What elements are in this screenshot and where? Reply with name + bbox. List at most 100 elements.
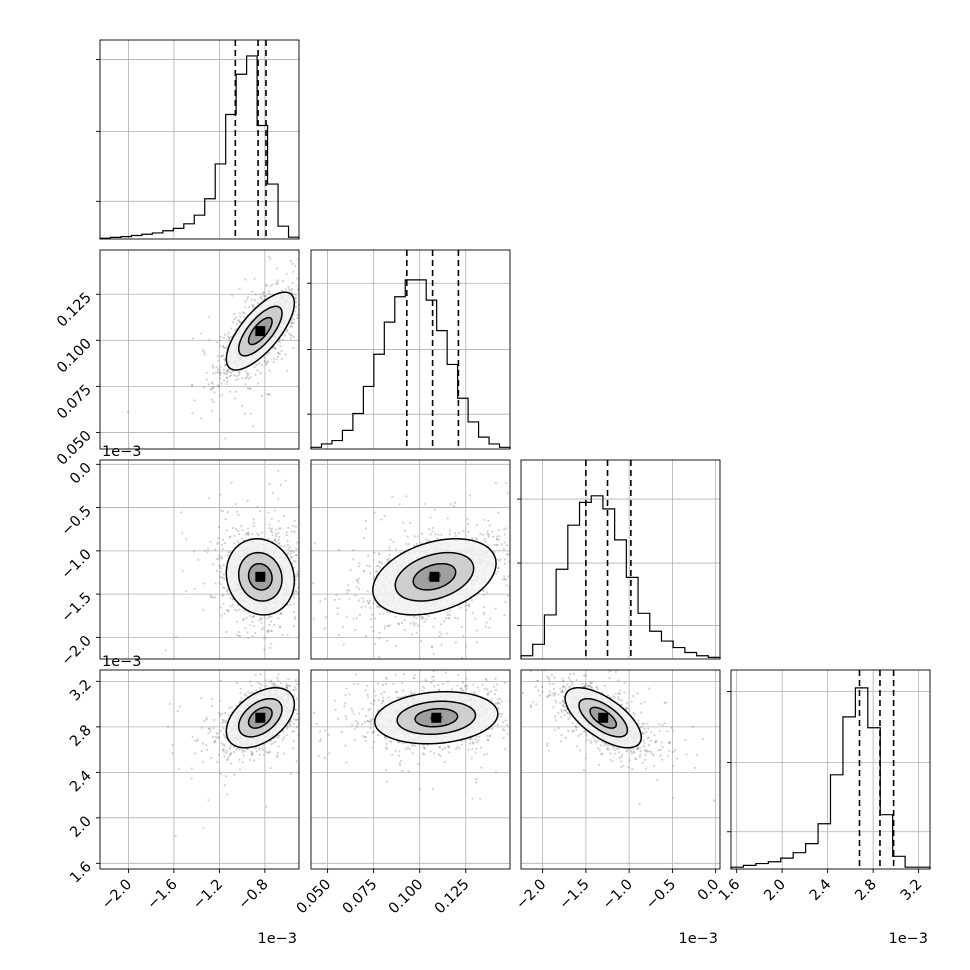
scatter-point bbox=[296, 718, 299, 721]
scatter-point bbox=[234, 329, 237, 332]
scatter-point bbox=[288, 722, 292, 725]
scatter-point bbox=[352, 558, 355, 561]
scatter-point bbox=[386, 747, 389, 750]
scatter-point bbox=[373, 699, 376, 702]
scatter-point bbox=[420, 532, 424, 535]
scatter-point bbox=[220, 543, 224, 547]
scatter-point bbox=[285, 531, 288, 534]
scatter-point bbox=[206, 551, 209, 554]
scatter-point bbox=[503, 575, 506, 578]
scatter-point bbox=[344, 702, 347, 705]
scatter-point bbox=[254, 373, 257, 376]
scatter-point bbox=[407, 542, 411, 546]
scatter-point bbox=[355, 617, 358, 620]
scatter-point bbox=[400, 621, 404, 624]
scatter-point bbox=[233, 746, 236, 749]
scatter-point bbox=[224, 372, 227, 375]
scatter-point bbox=[291, 262, 294, 265]
scatter-point bbox=[386, 558, 389, 561]
scatter-point bbox=[244, 383, 247, 386]
scatter-point bbox=[376, 682, 380, 685]
scatter-point bbox=[364, 689, 367, 692]
scatter-point bbox=[290, 325, 294, 328]
scatter-point bbox=[293, 617, 297, 620]
scatter-point bbox=[247, 533, 250, 536]
scatter-point bbox=[366, 589, 369, 593]
scatter-point bbox=[223, 346, 226, 349]
scatter-point bbox=[235, 748, 238, 751]
scatter-point bbox=[387, 696, 390, 699]
scatter-point bbox=[323, 729, 327, 732]
scatter-point bbox=[345, 717, 348, 720]
scatter-point bbox=[336, 613, 339, 616]
scatter-point bbox=[490, 698, 493, 701]
scatter-point bbox=[352, 549, 355, 552]
scatter-point bbox=[385, 780, 388, 784]
scatter-point bbox=[389, 624, 392, 627]
scatter-point bbox=[229, 752, 232, 756]
scatter-point bbox=[259, 673, 262, 676]
histogram-line bbox=[520, 495, 721, 659]
scatter-point bbox=[425, 538, 428, 541]
scatter-point bbox=[219, 565, 222, 568]
scatter-point bbox=[354, 594, 357, 597]
scatter-point bbox=[280, 357, 284, 360]
scatter-point bbox=[446, 611, 449, 614]
scatter-point bbox=[319, 599, 322, 603]
scatter-point bbox=[222, 379, 226, 382]
scatter-point bbox=[506, 553, 509, 556]
scatter-point bbox=[263, 356, 267, 360]
scatter-point bbox=[237, 319, 240, 322]
scatter-point bbox=[247, 306, 251, 309]
scatter-point bbox=[431, 526, 435, 530]
scatter-point bbox=[254, 674, 257, 677]
scatter-point bbox=[364, 735, 367, 739]
scatter-point bbox=[279, 626, 282, 629]
scatter-point bbox=[474, 617, 477, 620]
scatter-point bbox=[237, 374, 240, 377]
scatter-point bbox=[498, 697, 502, 700]
scatter-point bbox=[180, 511, 183, 514]
scatter-point bbox=[193, 399, 196, 402]
scatter-point bbox=[214, 548, 217, 551]
scatter-point bbox=[267, 393, 270, 396]
scatter-point bbox=[191, 337, 195, 340]
scatter-point bbox=[212, 386, 215, 389]
scatter-point bbox=[265, 805, 268, 808]
scatter-point bbox=[383, 625, 387, 628]
scatter-point bbox=[214, 739, 217, 742]
scatter-point bbox=[427, 615, 430, 618]
scatter-point bbox=[341, 626, 345, 629]
scatter-point bbox=[290, 321, 293, 324]
scatter-point bbox=[277, 519, 280, 523]
scatter-point bbox=[383, 627, 386, 630]
scatter-point bbox=[475, 537, 478, 540]
scatter-point bbox=[210, 387, 213, 390]
scatter-point bbox=[248, 614, 251, 617]
scatter-point bbox=[351, 710, 354, 713]
scatter-point bbox=[245, 376, 248, 379]
scatter-point bbox=[497, 528, 500, 532]
scatter-point bbox=[231, 526, 234, 530]
scatter-point bbox=[284, 353, 288, 356]
scatter-point bbox=[250, 752, 253, 755]
scatter-point bbox=[177, 768, 180, 771]
scatter-point bbox=[222, 749, 225, 752]
scatter-point bbox=[244, 306, 247, 309]
scatter-point bbox=[367, 554, 370, 557]
scatter-point bbox=[228, 754, 231, 757]
scatter-point bbox=[288, 332, 291, 335]
scatter-point bbox=[423, 753, 426, 756]
scatter-point bbox=[265, 362, 268, 365]
scatter-point bbox=[295, 760, 298, 763]
scatter-panel-1-2 bbox=[310, 459, 511, 660]
hist-panel-0 bbox=[96, 39, 300, 240]
scatter-point bbox=[279, 483, 282, 487]
scatter-point bbox=[279, 345, 282, 348]
scatter-point bbox=[386, 624, 389, 627]
scatter-point bbox=[294, 554, 297, 557]
scatter-point bbox=[218, 714, 221, 717]
scatter-point bbox=[288, 288, 291, 291]
scatter-point bbox=[475, 629, 478, 632]
scatter-point bbox=[363, 736, 367, 739]
